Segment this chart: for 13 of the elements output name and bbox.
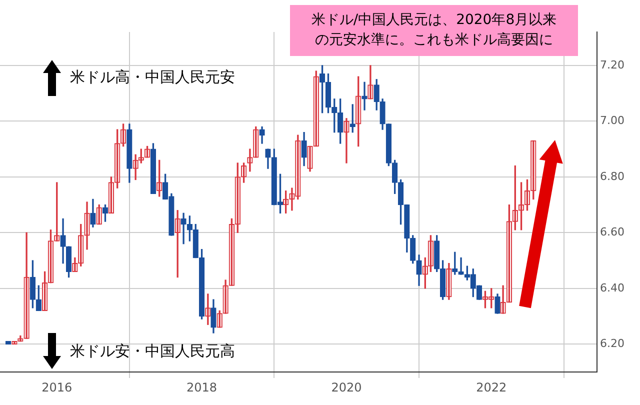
x-tick-label: 2020 [331, 380, 362, 394]
x-tick-label: 2016 [42, 380, 72, 394]
x-tick-label: 2018 [186, 380, 218, 394]
y-tick-label: 6.40 [600, 281, 624, 294]
y-tick-label: 7.00 [600, 114, 624, 128]
annotation: 米ドル/中国人民元は、2020年8月以来の元安水準に。これも米ドル高要因に [290, 5, 578, 56]
annotation: 米ドル高・中国人民元安 [70, 68, 235, 87]
y-tick-label: 6.80 [600, 170, 624, 183]
annotation: 米ドル安・中国人民元高 [70, 342, 235, 361]
x-tick-label: 2022 [476, 380, 507, 394]
y-tick-label: 6.60 [600, 226, 624, 239]
y-tick-label: 7.20 [600, 58, 624, 72]
y-tick-label: 6.20 [600, 336, 624, 350]
